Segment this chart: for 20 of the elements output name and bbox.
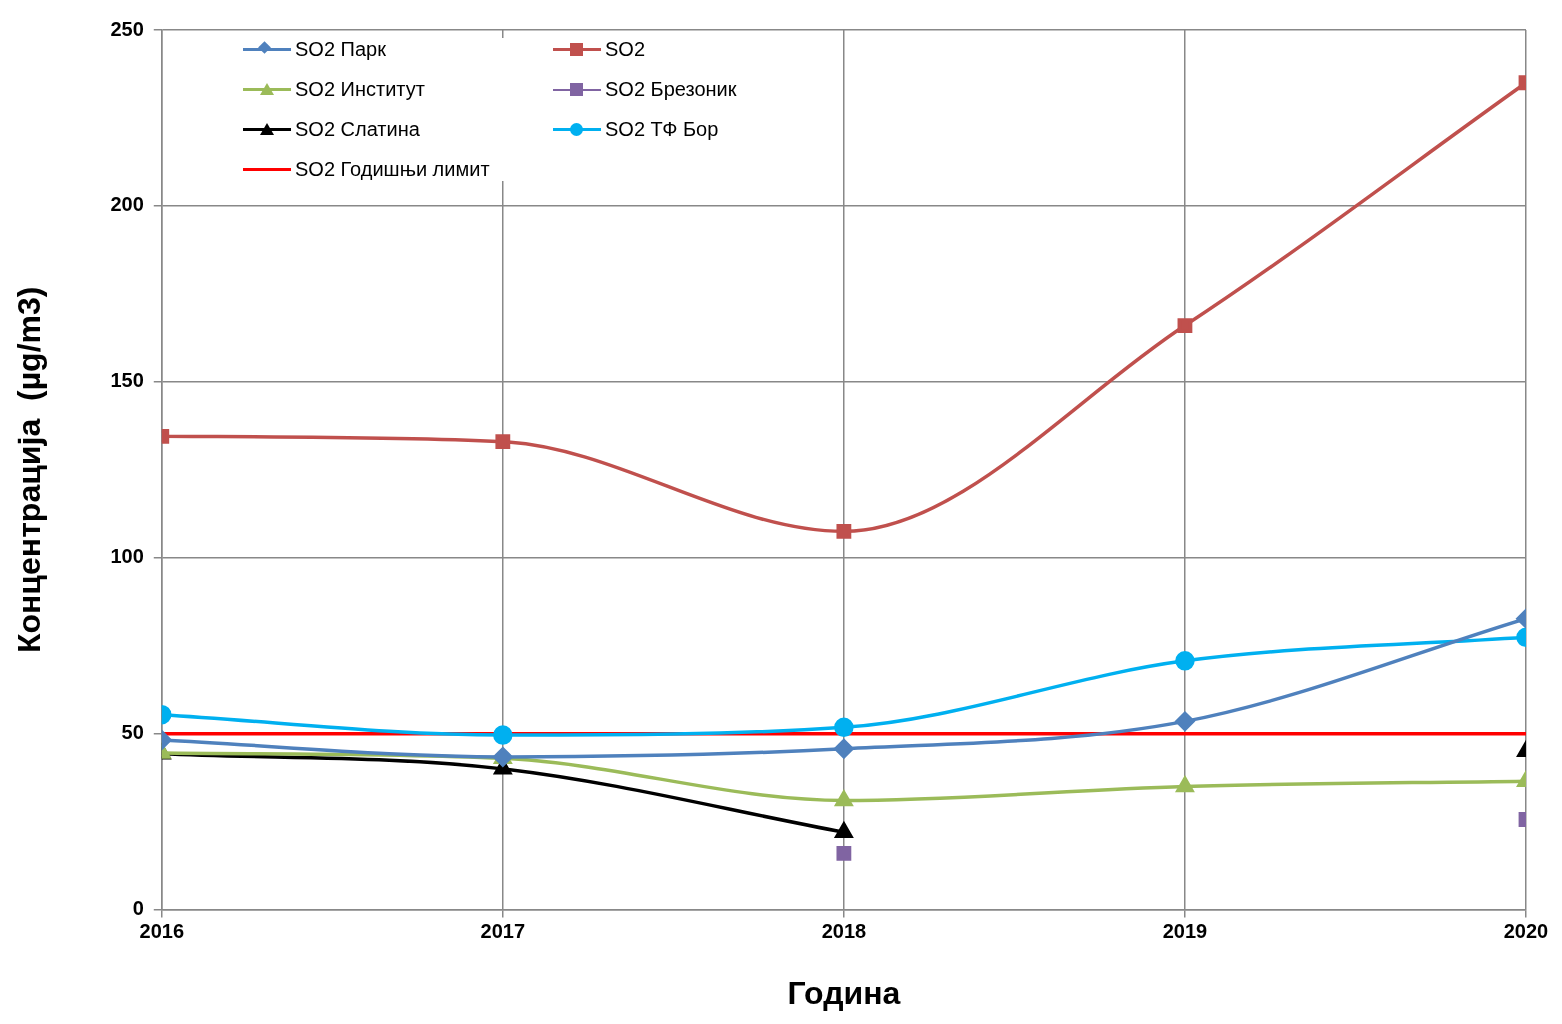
x-tick-label: 2017 (480, 920, 526, 943)
legend-label: SO2 Институт (295, 78, 425, 101)
x-tick-label: 2018 (821, 920, 867, 943)
legend-label: SO2 Парк (295, 38, 386, 61)
y-tick-label: 150 (110, 369, 144, 392)
y-tick-label: 250 (110, 17, 144, 40)
x-tick-label: 2020 (1503, 920, 1549, 943)
x-tick-label: 2019 (1162, 920, 1208, 943)
y-tick-label: 100 (110, 545, 144, 568)
legend-label: SO2 Годишњи лимит (295, 158, 490, 181)
y-axis-title: Концентрација (µg/m3) (11, 286, 48, 654)
legend-label: SO2 ТФ Бор (605, 118, 719, 141)
x-axis-title: Година (787, 974, 901, 1011)
legend-label: SO2 Брезоник (605, 78, 737, 101)
legend-label: SO2 Слатина (295, 118, 420, 141)
y-tick-label: 50 (121, 721, 144, 744)
y-tick-label: 0 (132, 897, 144, 920)
x-tick-label: 2016 (139, 920, 185, 943)
legend-label: SO2 (605, 38, 646, 61)
y-tick-label: 200 (110, 193, 144, 216)
